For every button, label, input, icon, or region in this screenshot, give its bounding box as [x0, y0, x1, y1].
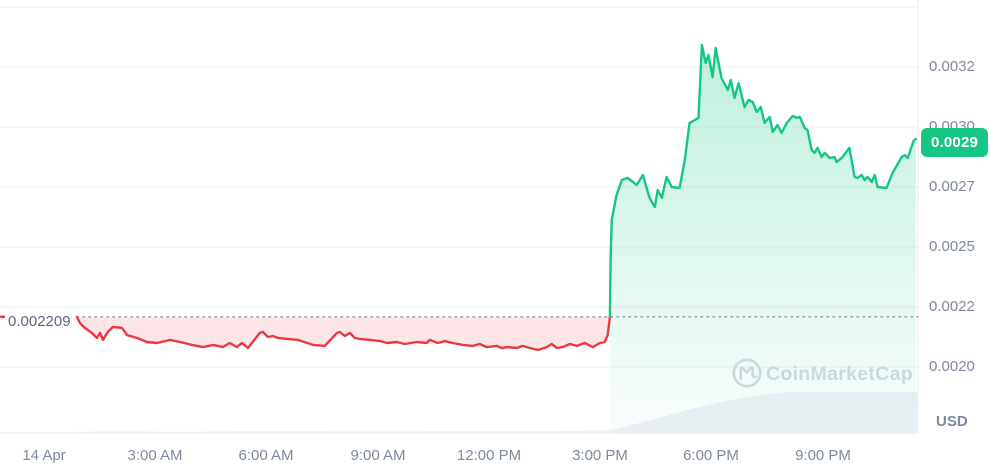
current-price-badge: 0.0029: [921, 128, 988, 157]
y-axis-label: 0.0020: [929, 358, 975, 375]
x-axis-label: 9:00 PM: [795, 447, 851, 464]
y-axis-label: 0.0022: [929, 298, 975, 315]
x-axis-label: 6:00 AM: [238, 447, 294, 464]
y-axis-label: 0.0027: [929, 178, 975, 195]
price-line-down: [75, 315, 612, 352]
x-axis-label: 3:00 AM: [127, 447, 183, 464]
previous-close-label: 0.002209: [8, 313, 71, 330]
previous-close-tick: [0, 315, 5, 319]
y-axis-label: 0.0032: [929, 58, 975, 75]
price-line-up: [608, 43, 917, 318]
currency-label: USD: [936, 413, 968, 430]
x-axis-label: 6:00 PM: [683, 447, 739, 464]
x-axis-label: 9:00 AM: [350, 447, 406, 464]
up-area: [609, 44, 916, 434]
y-axis-label: 0.0025: [929, 238, 975, 255]
x-axis-label: 12:00 PM: [456, 447, 522, 464]
x-axis-label: 3:00 PM: [572, 447, 628, 464]
x-axis-label: 14 Apr: [22, 447, 66, 464]
